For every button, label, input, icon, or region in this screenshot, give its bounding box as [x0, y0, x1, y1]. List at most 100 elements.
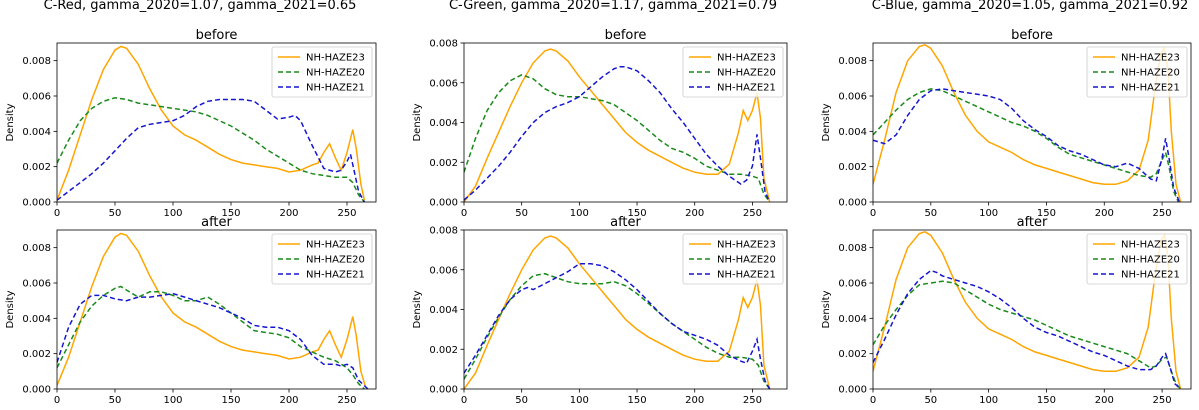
y-tick-label: 0.002: [22, 162, 51, 173]
y-tick-label: 0.000: [838, 198, 867, 209]
x-tick-label: 100: [163, 395, 182, 406]
panel-title: before: [196, 28, 238, 43]
series-line: [464, 272, 771, 389]
y-tick-label: 0.006: [22, 92, 51, 103]
x-tick-label: 250: [337, 395, 356, 406]
series-line: [873, 88, 1181, 202]
y-tick-label: 0.008: [838, 243, 867, 254]
y-tick-label: 0.008: [429, 39, 458, 50]
series-line: [464, 235, 771, 389]
x-tick-label: 50: [515, 395, 528, 406]
series-line: [464, 263, 771, 389]
x-tick-label: 200: [685, 208, 704, 219]
legend-box: [1086, 233, 1188, 285]
y-tick-label: 0.006: [22, 279, 51, 290]
x-tick-label: 100: [570, 395, 589, 406]
legend-label: NH-HAZE21: [306, 270, 365, 281]
legend-label: NH-HAZE23: [1121, 53, 1180, 64]
y-tick-label: 0.000: [838, 385, 867, 396]
legend: NH-HAZE23 NH-HAZE20 NH-HAZE21: [271, 46, 373, 98]
x-tick-label: 150: [627, 208, 646, 219]
panel-title: after: [201, 215, 232, 230]
series-line: [464, 66, 771, 202]
y-tick-label: 0.006: [429, 265, 458, 276]
x-tick-label: 250: [1153, 395, 1172, 406]
axes-frame: [56, 229, 377, 390]
y-axis-label: Density: [412, 103, 423, 141]
x-tick-label: 50: [924, 395, 937, 406]
y-tick-label: 0.002: [22, 349, 51, 360]
series-line: [57, 98, 366, 202]
legend-label: NH-HAZE23: [1121, 240, 1180, 251]
legend: NH-HAZE23 NH-HAZE20 NH-HAZE21: [682, 233, 784, 285]
legend-label: NH-HAZE23: [717, 53, 776, 64]
y-tick-label: 0.008: [22, 243, 51, 254]
y-tick-label: 0.004: [22, 127, 51, 138]
y-tick-label: 0.002: [838, 162, 867, 173]
legend: NH-HAZE23 NH-HAZE20 NH-HAZE21: [271, 233, 373, 285]
y-tick-label: 0.006: [838, 279, 867, 290]
x-tick-label: 100: [979, 395, 998, 406]
x-tick-label: 100: [163, 208, 182, 219]
chart-panel: after 0 50 100 150 200 250 0.000 0.002 0.004 0.006…: [412, 215, 788, 406]
y-axis-label: Density: [5, 103, 16, 141]
x-tick-label: 250: [743, 208, 762, 219]
x-tick-label: 50: [109, 395, 122, 406]
legend-box: [1086, 46, 1188, 98]
x-tick-label: 200: [1095, 208, 1114, 219]
y-tick-label: 0.000: [429, 385, 458, 396]
y-tick-label: 0.002: [838, 349, 867, 360]
x-tick-label: 200: [685, 395, 704, 406]
y-tick-label: 0.004: [838, 127, 867, 138]
legend: NH-HAZE23 NH-HAZE20 NH-HAZE21: [1086, 46, 1188, 98]
y-axis-label: Density: [412, 290, 423, 328]
series-line: [873, 88, 1179, 202]
panels: before 0 50 100 150 200 250 0.000 0.002 0.004 0.00…: [5, 28, 1192, 406]
legend-label: NH-HAZE21: [717, 270, 776, 281]
series-line: [57, 97, 365, 202]
x-tick-label: 0: [461, 208, 467, 219]
x-tick-label: 200: [279, 208, 298, 219]
column-title-blue: C-Blue, gamma_2020=1.05, gamma_2021=0.92: [872, 0, 1188, 13]
legend-label: NH-HAZE21: [306, 83, 365, 94]
x-tick-label: 0: [54, 208, 60, 219]
legend-label: NH-HAZE23: [717, 240, 776, 251]
y-tick-label: 0.004: [22, 314, 51, 325]
x-tick-label: 150: [221, 208, 240, 219]
x-tick-label: 100: [979, 208, 998, 219]
chart-panel: after 0 50 100 150 200 250 0.000 0.002 0.004 0.006…: [821, 215, 1192, 406]
series-line: [57, 232, 367, 388]
series-line: [873, 269, 1182, 389]
y-tick-label: 0.000: [22, 385, 51, 396]
panel-title: before: [1011, 28, 1053, 43]
legend-label: NH-HAZE20: [1121, 255, 1180, 266]
legend-label: NH-HAZE20: [717, 255, 776, 266]
y-tick-label: 0.004: [838, 314, 867, 325]
legend: NH-HAZE23 NH-HAZE20 NH-HAZE21: [1086, 233, 1188, 285]
panel-title: after: [1017, 215, 1048, 230]
legend: NH-HAZE23 NH-HAZE20 NH-HAZE21: [682, 46, 784, 98]
y-tick-label: 0.006: [429, 78, 458, 89]
legend-label: NH-HAZE21: [1121, 83, 1180, 94]
x-tick-label: 250: [337, 208, 356, 219]
chart-panel: before 0 50 100 150 200 250 0.000 0.002 0.004 0.00…: [5, 28, 377, 219]
y-axis-label: Density: [5, 290, 16, 328]
axes-frame: [872, 229, 1192, 390]
chart-panel: before 0 50 100 150 200 250 0.000 0.002 0.004 0.00…: [412, 28, 788, 219]
x-tick-label: 0: [870, 395, 876, 406]
x-tick-label: 200: [1095, 395, 1114, 406]
x-tick-label: 150: [1037, 208, 1056, 219]
x-tick-label: 50: [109, 208, 122, 219]
x-tick-label: 50: [924, 208, 937, 219]
y-tick-label: 0.008: [838, 56, 867, 67]
legend-box: [682, 233, 784, 285]
x-tick-label: 150: [1037, 395, 1056, 406]
y-tick-label: 0.002: [429, 158, 458, 169]
axes-frame: [872, 42, 1192, 203]
y-axis-label: Density: [821, 103, 832, 141]
x-tick-label: 150: [627, 395, 646, 406]
panel-title: after: [610, 215, 641, 230]
legend-box: [271, 46, 373, 98]
x-tick-label: 250: [1153, 208, 1172, 219]
